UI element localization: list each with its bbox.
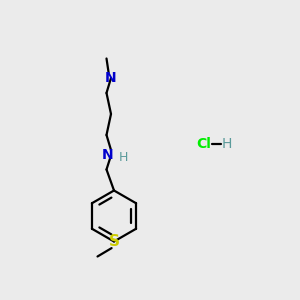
Text: N: N bbox=[102, 148, 113, 162]
Text: S: S bbox=[109, 234, 119, 249]
Text: Cl: Cl bbox=[196, 137, 211, 151]
Text: N: N bbox=[105, 71, 117, 85]
Text: H: H bbox=[221, 137, 232, 151]
Text: H: H bbox=[119, 151, 128, 164]
